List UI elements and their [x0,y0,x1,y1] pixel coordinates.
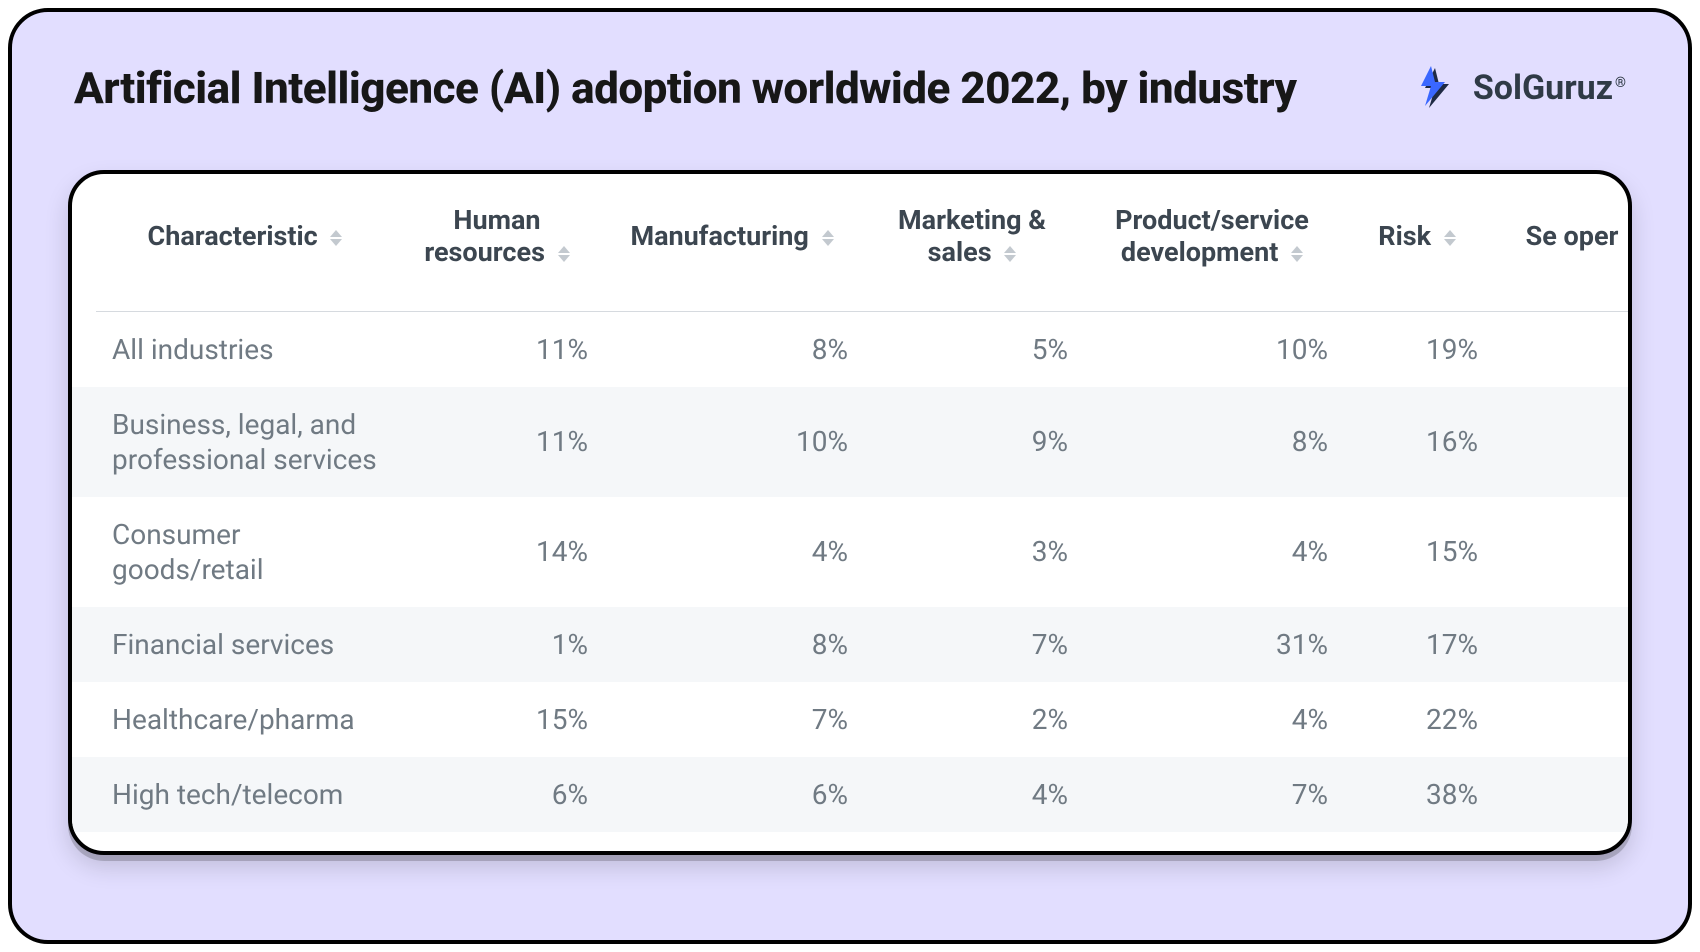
col-header-label: Product/service development [1115,204,1309,268]
row-value: 14% [392,497,602,607]
row-label: High tech/telecom [72,757,392,832]
sort-icon[interactable] [822,230,834,246]
row-label: Business, legal, and professional servic… [72,387,392,497]
row-value: 7% [862,607,1082,682]
page-title: Artificial Intelligence (AI) adoption wo… [74,62,1297,114]
table-row: All industries11%8%5%10%19% [72,312,1628,387]
row-value [1492,312,1628,387]
row-value: 22% [1342,682,1492,757]
col-header-label: Risk [1378,220,1431,252]
row-value: 15% [1342,497,1492,607]
col-header-risk[interactable]: Risk [1342,174,1492,311]
row-value: 15% [392,682,602,757]
row-value: 3% [862,497,1082,607]
col-header-manufacturing[interactable]: Manufacturing [602,174,862,311]
canvas: Artificial Intelligence (AI) adoption wo… [0,0,1700,952]
row-value: 10% [602,387,862,497]
brand: SolGuruz® [1411,62,1626,114]
row-value: 5% [862,312,1082,387]
table-row: Financial services1%8%7%31%17% [72,607,1628,682]
row-label: Healthcare/pharma [72,682,392,757]
col-header-label: Manufacturing [630,220,808,252]
row-value: 17% [1342,607,1492,682]
col-header-product-service-dev[interactable]: Product/service development [1082,174,1342,311]
table-scroll[interactable]: Characteristic Human resources Manufactu… [72,174,1628,832]
brand-name-text: SolGuruz [1473,68,1613,108]
row-label: Consumer goods/retail [72,497,392,607]
row-value: 4% [1082,497,1342,607]
col-header-service-operations[interactable]: Se oper [1492,174,1628,311]
row-value: 1% [392,607,602,682]
row-value: 8% [602,607,862,682]
table-row: High tech/telecom6%6%4%7%38% [72,757,1628,832]
row-value [1492,497,1628,607]
sort-icon[interactable] [558,246,570,262]
row-value: 31% [1082,607,1342,682]
col-header-label: Characteristic [148,220,318,252]
sort-icon[interactable] [330,230,342,246]
table-body: All industries11%8%5%10%19%Business, leg… [72,312,1628,832]
row-value [1492,682,1628,757]
col-header-label: Human resources [424,204,545,268]
row-value: 10% [1082,312,1342,387]
row-value [1492,757,1628,832]
row-value [1492,387,1628,497]
row-value: 9% [862,387,1082,497]
col-header-label: Marketing & sales [898,204,1046,268]
table-head: Characteristic Human resources Manufactu… [72,174,1628,312]
brand-registered-icon: ® [1615,75,1626,91]
col-header-label: Se oper [1526,220,1619,252]
table-frame: Characteristic Human resources Manufactu… [68,170,1632,855]
row-value: 6% [392,757,602,832]
table-row: Healthcare/pharma15%7%2%4%22% [72,682,1628,757]
brand-logo-icon [1411,62,1463,114]
row-value: 7% [602,682,862,757]
row-value: 8% [1082,387,1342,497]
header-row: Artificial Intelligence (AI) adoption wo… [68,62,1632,114]
data-table: Characteristic Human resources Manufactu… [72,174,1628,832]
row-value: 4% [1082,682,1342,757]
row-value [1492,607,1628,682]
row-label: All industries [72,312,392,387]
row-value: 7% [1082,757,1342,832]
row-value: 6% [602,757,862,832]
row-value: 11% [392,387,602,497]
table-row: Business, legal, and professional servic… [72,387,1628,497]
row-value: 38% [1342,757,1492,832]
col-header-marketing-sales[interactable]: Marketing & sales [862,174,1082,311]
row-label: Financial services [72,607,392,682]
sort-icon[interactable] [1291,246,1303,262]
row-value: 19% [1342,312,1492,387]
row-value: 16% [1342,387,1492,497]
row-value: 2% [862,682,1082,757]
row-value: 8% [602,312,862,387]
brand-name: SolGuruz® [1473,68,1626,108]
col-header-characteristic[interactable]: Characteristic [72,174,392,311]
row-value: 11% [392,312,602,387]
sort-icon[interactable] [1444,230,1456,246]
table-header-row: Characteristic Human resources Manufactu… [72,174,1628,311]
row-value: 4% [862,757,1082,832]
table-row: Consumer goods/retail14%4%3%4%15% [72,497,1628,607]
card: Artificial Intelligence (AI) adoption wo… [8,8,1692,944]
row-value: 4% [602,497,862,607]
sort-icon[interactable] [1004,246,1016,262]
col-header-human-resources[interactable]: Human resources [392,174,602,311]
